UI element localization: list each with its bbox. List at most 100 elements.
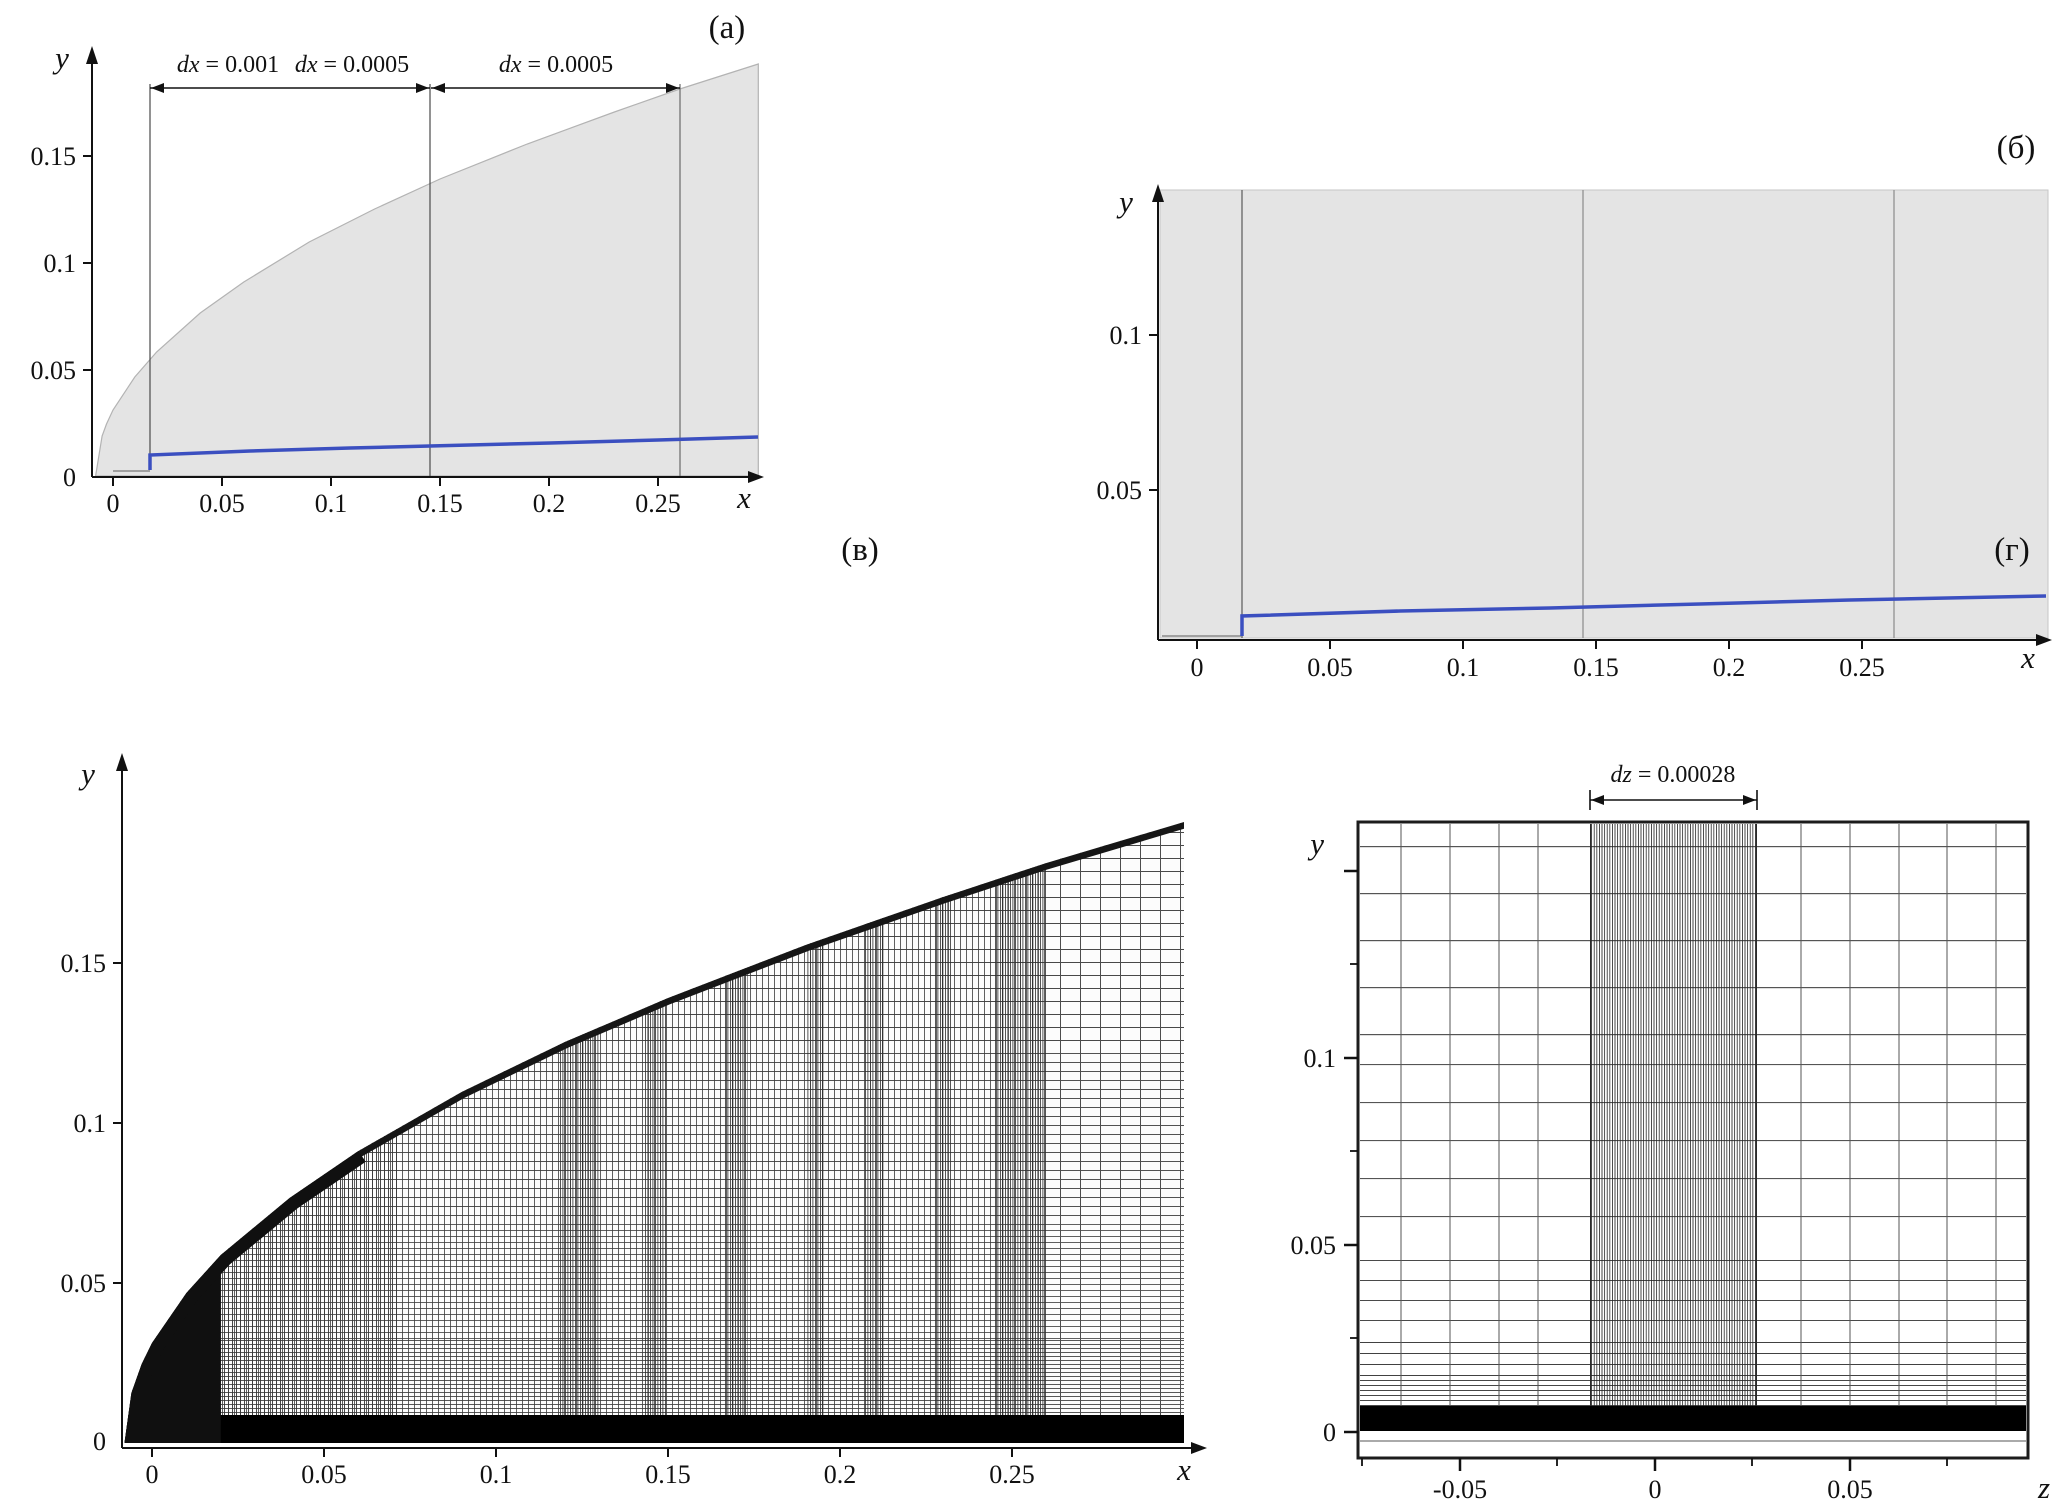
y-axis-label-b: y (1116, 184, 1133, 219)
y-tick-label: 0 (93, 1427, 106, 1456)
panel-g-tag: (г) (1994, 532, 2030, 568)
x-tick-label: 0.2 (824, 1460, 857, 1489)
y-tick-label: 0.1 (44, 249, 77, 278)
x-tick-label: 0 (146, 1460, 159, 1489)
mesh-vline-cluster (560, 822, 600, 1443)
dz-annotation-val: = 0.00028 (1638, 762, 1736, 788)
dx-annotation-2-val: = 0.0005 (324, 52, 410, 78)
y-axis-arrow-icon (116, 753, 128, 771)
x-tick-label: 0.25 (1839, 653, 1885, 682)
mesh-vline-cluster (864, 822, 884, 1443)
x-tick-label: 0 (107, 489, 120, 518)
panel-b: (б) y 0.1 0.05 x 0 0.05 0 (1097, 130, 2052, 682)
y-axis-v: y 0.15 0.1 0.05 0 (61, 753, 128, 1456)
y-tick-label: 0.05 (61, 1269, 107, 1298)
x-axis-arrow-icon (748, 471, 764, 483)
y-tick-label: 0.05 (1097, 476, 1143, 505)
dx-annotation-3: dx = 0.0005 (499, 52, 613, 78)
mesh-vline-cluster (806, 822, 824, 1443)
x-tick-label: 0.05 (1827, 1475, 1873, 1504)
x-tick-label: 0.05 (301, 1460, 347, 1489)
x-tick-label: 0 (1191, 653, 1204, 682)
x-tick-label: 0.15 (645, 1460, 691, 1489)
x-tick-label: 0.25 (989, 1460, 1035, 1489)
y-axis-label-v: y (78, 756, 95, 791)
y-tick-label: 0.15 (31, 142, 77, 171)
x-tick-label: 0.2 (1713, 653, 1746, 682)
mesh-vline-cluster (994, 822, 1046, 1443)
y-axis-g: y 0.1 0.05 0 (1291, 826, 1358, 1447)
x-tick-label: 0.2 (533, 489, 566, 518)
y-axis-arrow-icon (1152, 184, 1164, 202)
x-tick-label: -0.05 (1433, 1475, 1487, 1504)
x-axis-label-v: x (1176, 1452, 1191, 1487)
mesh-vlines-outlet (1046, 822, 1184, 1443)
y-tick-label: 0.1 (1304, 1044, 1337, 1073)
x-tick-label: 0.1 (315, 489, 348, 518)
y-tick-label: 0 (63, 463, 76, 492)
arrow-right-icon (666, 83, 679, 93)
panel-v: (в) (61, 532, 1207, 1489)
x-axis-label-a: x (736, 480, 751, 515)
dx-annotation-1: dx = 0.001 (177, 52, 279, 78)
dz-annotation-var: dz (1611, 762, 1633, 788)
panel-b-tag: (б) (1997, 130, 2036, 166)
mesh-leading-edge-blob (124, 1255, 221, 1443)
x-axis-arrow-icon (1191, 1442, 1207, 1454)
dx-annotation-2: dx = 0.0005 (295, 52, 409, 78)
x-axis-b: x 0 0.05 0.1 0.15 0.2 0.25 (1158, 634, 2052, 682)
y-axis-b: y 0.1 0.05 (1097, 184, 1164, 640)
dx-annotation-1-val: = 0.001 (206, 52, 280, 78)
mesh-region-g (1360, 824, 2026, 1442)
arrow-left-icon (151, 83, 164, 93)
x-tick-label: 0.1 (1447, 653, 1480, 682)
arrow-right-icon (1743, 795, 1756, 805)
y-tick-label: 0.15 (61, 949, 107, 978)
y-axis-arrow-icon (86, 46, 98, 64)
y-axis-label-g: y (1307, 826, 1324, 861)
domain-region-a (94, 63, 759, 477)
x-tick-label: 0.15 (1573, 653, 1619, 682)
domain-region-b (1159, 189, 2049, 639)
dx-annotation-3-var: dx (499, 52, 522, 78)
mesh-refined-band (1590, 824, 1757, 1406)
boundary-layer-line-a-blue (148, 435, 759, 470)
dx-arrow-1 (150, 83, 430, 93)
y-axis-label-a: y (52, 40, 69, 75)
dx-annotation-1-var: dx (177, 52, 200, 78)
x-axis-v: x 0 0.05 0.1 0.15 0.2 0.25 (122, 1442, 1207, 1489)
mesh-vline-cluster (644, 822, 666, 1443)
arrow-left-icon (1591, 795, 1604, 805)
mesh-vline-cluster (724, 822, 748, 1443)
panel-a: (а) dx = 0.001 dx = 0.0005 dx = 0.0005 y (31, 10, 764, 518)
dx-annotation-2-var: dx (295, 52, 318, 78)
x-axis-arrow-icon (2036, 634, 2052, 646)
x-axis-label-g: z (2037, 1470, 2050, 1505)
y-axis-a: y 0.15 0.1 0.05 0 (31, 40, 98, 492)
mesh-wall-band (1360, 1406, 2026, 1431)
panel-a-tag: (а) (709, 10, 746, 46)
x-axis-label-b: x (2020, 640, 2035, 675)
y-tick-label: 0.1 (74, 1109, 107, 1138)
y-tick-label: 0.1 (1110, 321, 1143, 350)
y-tick-label: 0.05 (31, 356, 77, 385)
arrow-right-icon (416, 83, 429, 93)
panel-v-tag: (в) (841, 532, 879, 568)
x-tick-label: 0.05 (1307, 653, 1353, 682)
y-tick-label: 0.05 (1291, 1231, 1337, 1260)
x-tick-label: 0 (1649, 1475, 1662, 1504)
dz-annotation: dz = 0.00028 (1611, 762, 1736, 788)
boundary-layer-line-b (1240, 594, 2047, 636)
x-tick-label: 0.1 (480, 1460, 513, 1489)
panel-g: (г) dz = 0.00028 (1291, 532, 2051, 1505)
mesh-region-v (124, 822, 1184, 1443)
arrow-left-icon (432, 83, 445, 93)
x-axis-a: x 0 0.05 0.1 0.15 0.2 0.25 (92, 471, 764, 518)
dz-arrow (1589, 790, 1758, 810)
x-axis-g: -0.05 0 0.05 z (1361, 1458, 2050, 1505)
y-tick-label: 0 (1323, 1418, 1336, 1447)
x-tick-label: 0.25 (635, 489, 681, 518)
dx-annotation-3-val: = 0.0005 (528, 52, 614, 78)
